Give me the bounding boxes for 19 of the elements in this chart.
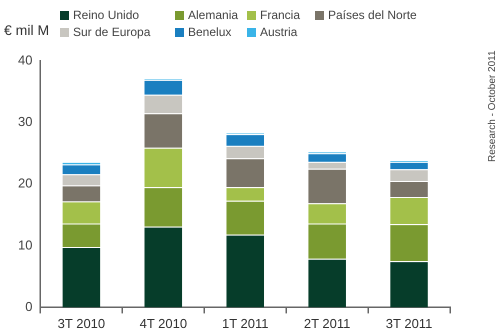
legend-label: Alemania — [187, 8, 240, 22]
text: Research - October 2011 — [487, 50, 498, 164]
y-tick-label: 20 — [18, 176, 32, 191]
legend-label: Sur de Europa — [72, 25, 152, 39]
y-tick-label: 0 — [25, 298, 32, 314]
legend-label: Benelux — [187, 25, 232, 39]
x-tick-label: 3T 2010 — [58, 316, 106, 331]
legend-label: Francia — [259, 8, 302, 22]
y-tick-label: 10 — [18, 237, 32, 252]
legend-label: Países del Norte — [327, 8, 418, 22]
x-tick-label: 3T 2011 — [386, 316, 432, 331]
legend-label: Austria — [259, 25, 298, 39]
x-tick-label: 4T 2010 — [140, 316, 188, 331]
y-tick-label: 40 — [18, 52, 32, 68]
x-tick-label: 1T 2011 — [222, 316, 268, 331]
y-axis-title: € mil M — [4, 22, 50, 38]
y-tick-label: 30 — [18, 114, 32, 130]
x-tick-label: 2T 2011 — [304, 316, 350, 331]
legend-label: Reino Unido — [72, 8, 140, 22]
